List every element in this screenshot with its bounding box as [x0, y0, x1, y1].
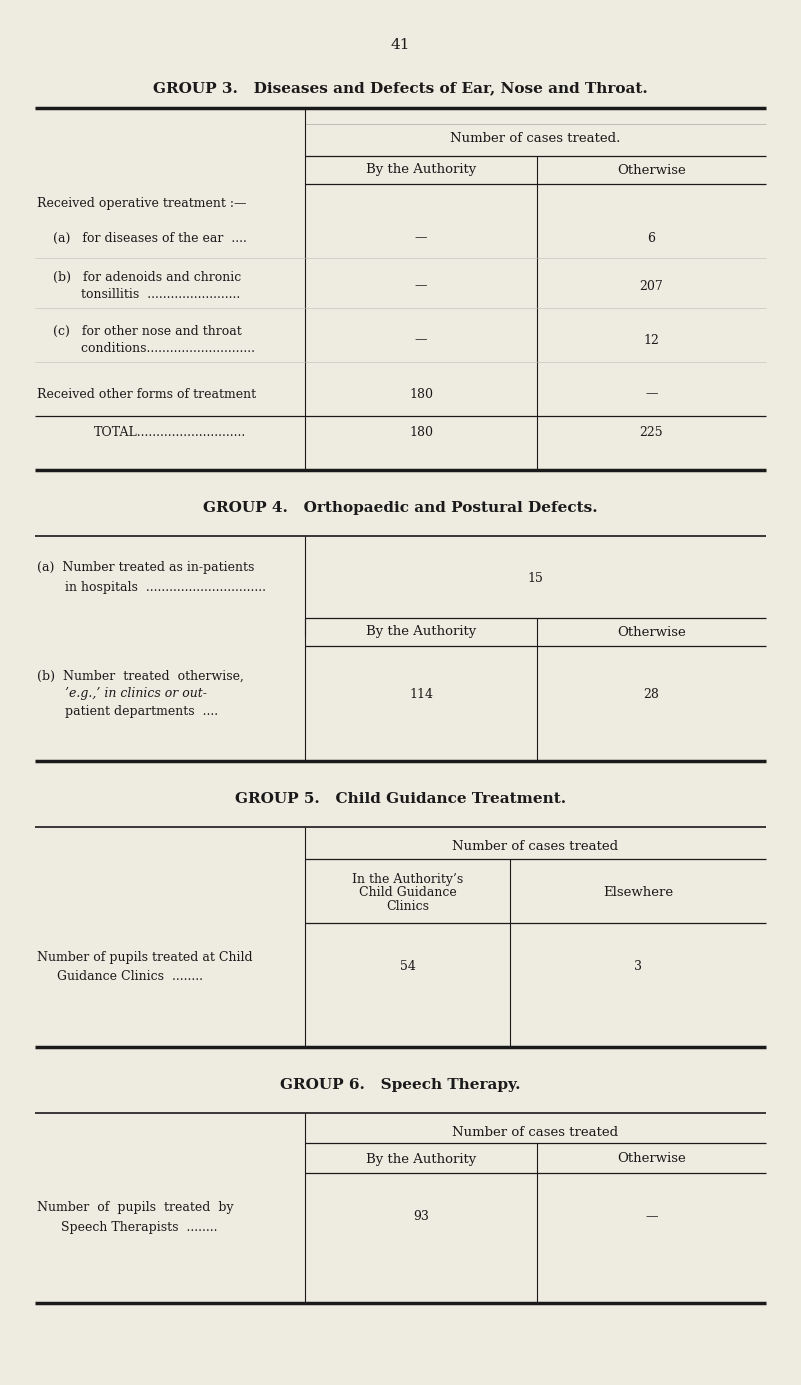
Text: Number of cases treated.: Number of cases treated.	[450, 132, 621, 144]
Text: GROUP 4.   Orthopaedic and Postural Defects.: GROUP 4. Orthopaedic and Postural Defect…	[203, 501, 598, 515]
Text: By the Authority: By the Authority	[366, 163, 476, 176]
Text: in hospitals  ...............................: in hospitals ...........................…	[37, 582, 266, 594]
Text: (a)  Number treated as in-patients: (a) Number treated as in-patients	[37, 561, 255, 575]
Text: (b)  Number  treated  otherwise,: (b) Number treated otherwise,	[37, 669, 244, 683]
Text: ’e.g.,’ in clinics or out-: ’e.g.,’ in clinics or out-	[37, 687, 207, 701]
Text: —: —	[415, 280, 427, 292]
Text: (a)   for diseases of the ear  ....: (a) for diseases of the ear ....	[37, 231, 247, 245]
Text: Elsewhere: Elsewhere	[603, 886, 673, 899]
Text: Child Guidance: Child Guidance	[359, 886, 457, 899]
Text: In the Authority’s: In the Authority’s	[352, 873, 463, 885]
Text: Number  of  pupils  treated  by: Number of pupils treated by	[37, 1201, 234, 1213]
Text: Speech Therapists  ........: Speech Therapists ........	[37, 1220, 218, 1234]
Text: 12: 12	[643, 334, 659, 346]
Text: 15: 15	[528, 572, 543, 584]
Text: 54: 54	[400, 961, 416, 974]
Text: 41: 41	[391, 37, 410, 53]
Text: —: —	[646, 388, 658, 400]
Text: 114: 114	[409, 687, 433, 701]
Text: TOTAL............................: TOTAL............................	[94, 427, 246, 439]
Text: By the Authority: By the Authority	[366, 626, 476, 638]
Text: Received operative treatment :—: Received operative treatment :—	[37, 198, 247, 211]
Text: Number of pupils treated at Child: Number of pupils treated at Child	[37, 950, 252, 964]
Text: Number of cases treated: Number of cases treated	[453, 1126, 618, 1138]
Text: —: —	[415, 334, 427, 346]
Text: Number of cases treated: Number of cases treated	[453, 841, 618, 853]
Text: GROUP 3.   Diseases and Defects of Ear, Nose and Throat.: GROUP 3. Diseases and Defects of Ear, No…	[153, 80, 648, 96]
Text: Otherwise: Otherwise	[617, 626, 686, 638]
Text: 207: 207	[640, 280, 663, 292]
Text: 225: 225	[640, 427, 663, 439]
Text: 28: 28	[643, 687, 659, 701]
Text: 3: 3	[634, 961, 642, 974]
Text: tonsillitis  ........................: tonsillitis ........................	[37, 288, 240, 302]
Text: conditions............................: conditions............................	[37, 342, 255, 356]
Text: Clinics: Clinics	[386, 900, 429, 914]
Text: GROUP 6.   Speech Therapy.: GROUP 6. Speech Therapy.	[280, 1078, 521, 1091]
Text: 180: 180	[409, 427, 433, 439]
Text: Guidance Clinics  ........: Guidance Clinics ........	[37, 971, 203, 983]
Text: GROUP 5.   Child Guidance Treatment.: GROUP 5. Child Guidance Treatment.	[235, 792, 566, 806]
Text: 6: 6	[647, 231, 655, 245]
Text: Received other forms of treatment: Received other forms of treatment	[37, 388, 256, 400]
Text: patient departments  ....: patient departments ....	[37, 705, 218, 719]
Text: —: —	[415, 231, 427, 245]
Text: (c)   for other nose and throat: (c) for other nose and throat	[37, 324, 242, 338]
Text: Otherwise: Otherwise	[617, 163, 686, 176]
Text: Otherwise: Otherwise	[617, 1152, 686, 1166]
Text: By the Authority: By the Authority	[366, 1152, 476, 1166]
Text: —: —	[646, 1210, 658, 1223]
Text: 180: 180	[409, 388, 433, 400]
Text: (b)   for adenoids and chronic: (b) for adenoids and chronic	[37, 270, 241, 284]
Text: 93: 93	[413, 1210, 429, 1223]
